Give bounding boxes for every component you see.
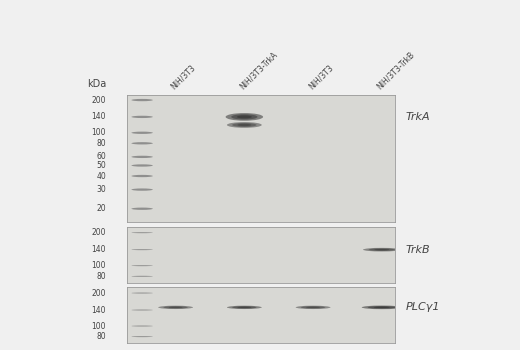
Text: 30: 30 <box>96 185 106 194</box>
Text: 200: 200 <box>92 96 106 105</box>
Ellipse shape <box>132 116 153 118</box>
Text: 140: 140 <box>92 245 106 254</box>
Ellipse shape <box>132 142 153 145</box>
Text: kDa: kDa <box>87 79 106 89</box>
Text: 100: 100 <box>92 322 106 330</box>
Ellipse shape <box>132 249 153 250</box>
Ellipse shape <box>132 208 153 210</box>
Ellipse shape <box>132 326 153 327</box>
Text: 200: 200 <box>92 228 106 237</box>
Ellipse shape <box>237 307 251 308</box>
Text: 40: 40 <box>96 172 106 181</box>
Ellipse shape <box>132 132 153 134</box>
Ellipse shape <box>374 307 390 308</box>
Ellipse shape <box>301 306 325 309</box>
Ellipse shape <box>132 336 153 337</box>
Ellipse shape <box>168 307 183 308</box>
Ellipse shape <box>232 306 256 309</box>
Text: 100: 100 <box>92 128 106 137</box>
Ellipse shape <box>132 156 153 158</box>
Text: 80: 80 <box>96 139 106 148</box>
Ellipse shape <box>132 99 153 101</box>
Ellipse shape <box>237 124 251 126</box>
Text: 80: 80 <box>96 272 106 281</box>
Ellipse shape <box>132 164 153 167</box>
Ellipse shape <box>306 307 320 308</box>
Text: NIH/3T3-TrkB: NIH/3T3-TrkB <box>375 50 417 91</box>
Ellipse shape <box>132 175 153 177</box>
Ellipse shape <box>363 248 400 251</box>
Text: 140: 140 <box>92 306 106 315</box>
Text: PLCγ1: PLCγ1 <box>406 302 440 312</box>
Text: NIH/3T3-TrkA: NIH/3T3-TrkA <box>238 49 279 91</box>
Ellipse shape <box>132 232 153 233</box>
Ellipse shape <box>158 306 193 309</box>
Text: TrkB: TrkB <box>406 245 431 255</box>
Ellipse shape <box>163 306 188 309</box>
Ellipse shape <box>231 114 257 120</box>
Ellipse shape <box>132 293 153 294</box>
Ellipse shape <box>369 248 395 251</box>
Ellipse shape <box>237 116 252 118</box>
Ellipse shape <box>132 276 153 277</box>
Text: TrkA: TrkA <box>406 112 431 122</box>
Text: 20: 20 <box>96 204 106 213</box>
Text: 60: 60 <box>96 152 106 161</box>
Ellipse shape <box>132 265 153 266</box>
Ellipse shape <box>132 309 153 310</box>
Text: 100: 100 <box>92 261 106 270</box>
Ellipse shape <box>296 306 331 309</box>
Ellipse shape <box>368 306 396 309</box>
Text: 80: 80 <box>96 332 106 341</box>
Ellipse shape <box>226 113 263 121</box>
Ellipse shape <box>132 188 153 191</box>
Ellipse shape <box>227 306 262 309</box>
Text: 140: 140 <box>92 112 106 121</box>
Ellipse shape <box>227 122 262 128</box>
Text: NIH/3T3: NIH/3T3 <box>307 63 335 91</box>
Ellipse shape <box>374 249 389 250</box>
Ellipse shape <box>362 306 402 309</box>
Text: NIH/3T3: NIH/3T3 <box>169 63 198 91</box>
Ellipse shape <box>232 123 256 127</box>
Text: 200: 200 <box>92 288 106 298</box>
Text: 50: 50 <box>96 161 106 170</box>
